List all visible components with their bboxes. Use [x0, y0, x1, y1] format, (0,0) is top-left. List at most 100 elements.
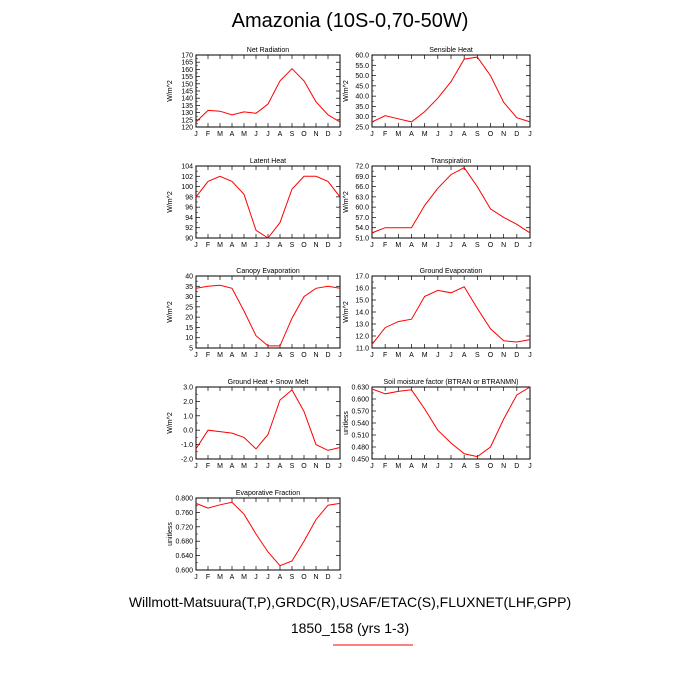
transpiration-x-tick-label: O: [488, 242, 494, 249]
ground-evaporation-y-tick-label: 14.0: [355, 310, 369, 317]
sensible-heat-x-tick-label: J: [370, 131, 374, 138]
evaporative-fraction-series-line: [195, 501, 341, 567]
net-radiation-x-tick-label: M: [241, 131, 247, 138]
ground-heat-snow-melt-x-tick-label: A: [230, 463, 235, 470]
canopy-evaporation-title: Canopy Evaporation: [236, 268, 300, 275]
sensible-heat-x-tick-label: J: [449, 131, 453, 138]
latent-heat-y-tick-label: 100: [181, 184, 193, 191]
net-radiation-y-tick-label: 145: [181, 89, 193, 96]
latent-heat-x-tick-label: A: [278, 242, 283, 249]
transpiration-x-tick-label: D: [514, 242, 519, 249]
ground-evaporation-x-tick-label: A: [409, 352, 414, 359]
ground-heat-snow-melt-plot-frame: [195, 386, 341, 460]
evaporative-fraction-y-tick-label: 0.640: [175, 553, 193, 560]
ground-heat-snow-melt-y-tick-label: -1.0: [181, 442, 193, 449]
soil-moisture-factor-btran-or-btranmn-y-tick-label: 0.600: [351, 397, 369, 404]
canopy-evaporation-x-tick-label: J: [194, 352, 198, 359]
canopy-evaporation-y-tick-label: 40: [185, 274, 193, 281]
transpiration-y-axis-label: W/m^2: [343, 191, 350, 213]
canopy-evaporation-x-tick-label: A: [278, 352, 283, 359]
canopy-evaporation-x-tick-label: S: [290, 352, 295, 359]
sensible-heat-x-tick-label: A: [462, 131, 467, 138]
soil-moisture-factor-btran-or-btranmn-x-tick-label: J: [370, 463, 374, 470]
ground-heat-snow-melt-y-tick-label: 2.0: [183, 399, 193, 406]
latent-heat-x-tick-label: J: [266, 242, 270, 249]
ground-heat-snow-melt-series-line: [195, 389, 341, 451]
sensible-heat-x-tick-label: D: [514, 131, 519, 138]
canopy-evaporation-x-tick-label: O: [301, 352, 307, 359]
canopy-evaporation-y-tick-label: 15: [185, 325, 193, 332]
net-radiation-y-tick-label: 130: [181, 110, 193, 117]
net-radiation-y-tick-label: 125: [181, 117, 193, 124]
soil-moisture-factor-btran-or-btranmn-y-axis-label: unitless: [343, 411, 350, 435]
transpiration-x-tick-label: J: [528, 242, 532, 249]
soil-moisture-factor-btran-or-btranmn-x-tick-label: J: [528, 463, 532, 470]
net-radiation-x-tick-label: J: [266, 131, 270, 138]
sensible-heat-y-tick-label: 30.0: [355, 114, 369, 121]
ground-heat-snow-melt-y-tick-label: 0.0: [183, 428, 193, 435]
canopy-evaporation-y-tick-label: 30: [185, 294, 193, 301]
canopy-evaporation-x-tick-label: J: [266, 352, 270, 359]
net-radiation-x-tick-label: J: [194, 131, 198, 138]
latent-heat-x-tick-label: S: [290, 242, 295, 249]
sensible-heat-x-tick-label: N: [501, 131, 506, 138]
net-radiation-x-tick-label: M: [217, 131, 223, 138]
net-radiation-y-tick-label: 165: [181, 60, 193, 67]
soil-moisture-factor-btran-or-btranmn-x-tick-label: A: [409, 463, 414, 470]
ground-evaporation-y-tick-label: 13.0: [355, 322, 369, 329]
transpiration-x-tick-label: F: [383, 242, 387, 249]
evaporative-fraction-x-tick-label: J: [338, 574, 342, 581]
transpiration-x-tick-label: J: [449, 242, 453, 249]
sensible-heat-y-tick-label: 55.0: [355, 63, 369, 70]
transpiration-x-tick-label: J: [370, 242, 374, 249]
net-radiation-y-tick-label: 170: [181, 53, 193, 60]
sensible-heat-x-tick-label: A: [409, 131, 414, 138]
transpiration-y-tick-label: 72.0: [355, 164, 369, 171]
evaporative-fraction-plot-frame: [195, 497, 341, 571]
net-radiation-series-line: [195, 67, 341, 123]
soil-moisture-factor-btran-or-btranmn-y-tick-label: 0.480: [351, 445, 369, 452]
case-caption: 1850_158 (yrs 1-3): [290, 620, 410, 636]
soil-moisture-factor-btran-or-btranmn-y-tick-label: 0.570: [351, 409, 369, 416]
net-radiation-title: Net Radiation: [247, 47, 290, 54]
ground-evaporation-y-tick-label: 17.0: [355, 274, 369, 281]
sensible-heat-y-axis-label: W/m^2: [343, 80, 350, 102]
ground-evaporation-x-tick-label: N: [501, 352, 506, 359]
net-radiation-plot-frame: [195, 54, 341, 128]
net-radiation-x-tick-label: J: [338, 131, 342, 138]
sensible-heat-series-line: [371, 56, 531, 123]
evaporative-fraction-x-tick-label: F: [206, 574, 210, 581]
ground-evaporation-panel: Ground Evaporation W/m^2 11.0 12.0 13.0 14.0 1…: [343, 268, 532, 359]
ground-heat-snow-melt-x-tick-label: J: [266, 463, 270, 470]
latent-heat-x-tick-label: F: [206, 242, 210, 249]
sensible-heat-y-tick-label: 35.0: [355, 104, 369, 111]
ground-evaporation-x-tick-label: J: [528, 352, 532, 359]
canopy-evaporation-x-tick-label: D: [325, 352, 330, 359]
evaporative-fraction-y-tick-label: 0.600: [175, 568, 193, 575]
soil-moisture-factor-btran-or-btranmn-y-tick-label: 0.510: [351, 433, 369, 440]
evaporative-fraction-x-tick-label: M: [217, 574, 223, 581]
ground-heat-snow-melt-x-tick-label: N: [313, 463, 318, 470]
ground-evaporation-x-tick-label: M: [395, 352, 401, 359]
evaporative-fraction-y-tick-label: 0.680: [175, 539, 193, 546]
ground-evaporation-x-tick-label: S: [475, 352, 480, 359]
transpiration-x-tick-label: J: [436, 242, 440, 249]
net-radiation-x-tick-label: A: [278, 131, 283, 138]
soil-moisture-factor-btran-or-btranmn-y-tick-label: 0.540: [351, 421, 369, 428]
canopy-evaporation-y-tick-label: 20: [185, 315, 193, 322]
canopy-evaporation-x-tick-label: N: [313, 352, 318, 359]
ground-evaporation-x-tick-label: O: [488, 352, 494, 359]
soil-moisture-factor-btran-or-btranmn-x-tick-label: M: [422, 463, 428, 470]
ground-evaporation-plot-frame: [371, 275, 531, 349]
canopy-evaporation-x-tick-label: M: [241, 352, 247, 359]
soil-moisture-factor-btran-or-btranmn-x-tick-label: S: [475, 463, 480, 470]
soil-moisture-factor-btran-or-btranmn-panel: Soil moisture factor (BTRAN or BTRANMN) u…: [343, 379, 532, 470]
transpiration-y-tick-label: 60.0: [355, 205, 369, 212]
evaporative-fraction-x-tick-label: A: [230, 574, 235, 581]
latent-heat-x-tick-label: A: [230, 242, 235, 249]
net-radiation-x-tick-label: J: [254, 131, 258, 138]
ground-evaporation-y-tick-label: 16.0: [355, 286, 369, 293]
ground-evaporation-y-tick-label: 12.0: [355, 334, 369, 341]
